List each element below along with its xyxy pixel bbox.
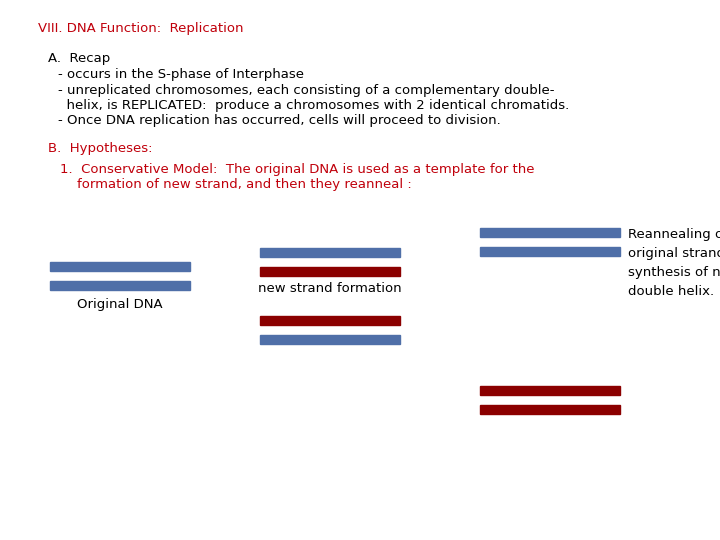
- Text: A.  Recap: A. Recap: [48, 52, 110, 65]
- Text: formation of new strand, and then they reanneal :: formation of new strand, and then they r…: [60, 178, 412, 191]
- Bar: [480, 247, 620, 256]
- Text: - unreplicated chromosomes, each consisting of a complementary double-: - unreplicated chromosomes, each consist…: [58, 84, 554, 97]
- Bar: [480, 405, 620, 414]
- Text: Original DNA: Original DNA: [77, 298, 163, 311]
- Text: helix, is REPLICATED:  produce a chromosomes with 2 identical chromatids.: helix, is REPLICATED: produce a chromoso…: [58, 99, 570, 112]
- Bar: [260, 316, 400, 325]
- Bar: [480, 386, 620, 395]
- Text: B.  Hypotheses:: B. Hypotheses:: [48, 142, 153, 155]
- Text: - Once DNA replication has occurred, cells will proceed to division.: - Once DNA replication has occurred, cel…: [58, 114, 500, 127]
- Text: new strand formation: new strand formation: [258, 282, 402, 295]
- Text: 1.  Conservative Model:  The original DNA is used as a template for the: 1. Conservative Model: The original DNA …: [60, 163, 534, 176]
- Bar: [50, 281, 190, 290]
- Text: Reannealing of
original strands and
synthesis of new
double helix.: Reannealing of original strands and synt…: [628, 228, 720, 298]
- Bar: [480, 228, 620, 237]
- Bar: [260, 267, 400, 276]
- Text: - occurs in the S-phase of Interphase: - occurs in the S-phase of Interphase: [58, 68, 304, 81]
- Bar: [260, 248, 400, 257]
- Bar: [260, 335, 400, 344]
- Text: VIII. DNA Function:  Replication: VIII. DNA Function: Replication: [38, 22, 243, 35]
- Bar: [50, 262, 190, 271]
